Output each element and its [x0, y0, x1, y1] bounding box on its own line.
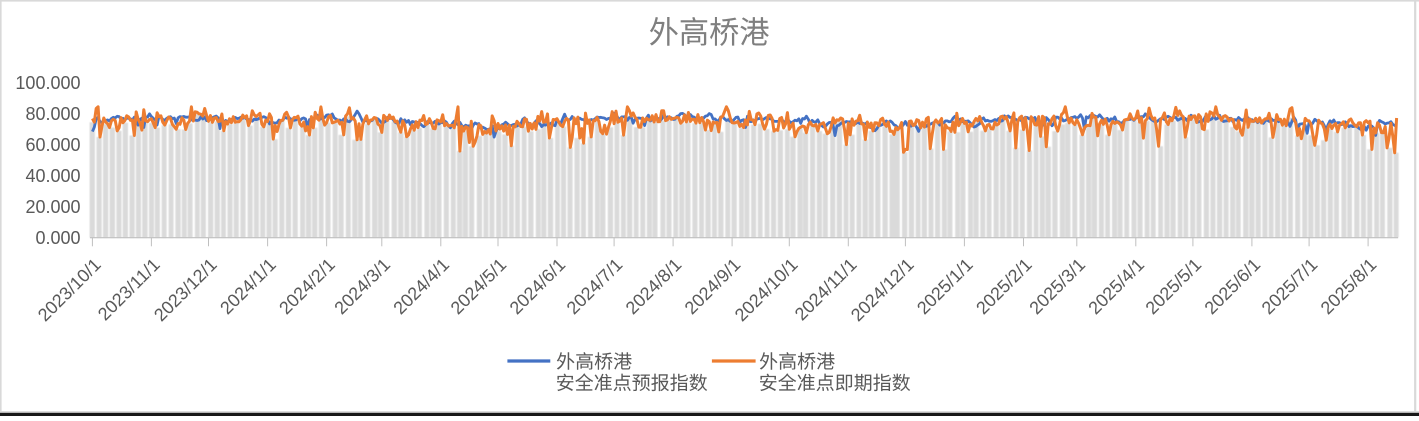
svg-text:100.000: 100.000: [15, 73, 80, 93]
svg-text:80.000: 80.000: [25, 104, 80, 124]
svg-text:20.000: 20.000: [25, 197, 80, 217]
svg-text:40.000: 40.000: [25, 166, 80, 186]
svg-text:0.000: 0.000: [35, 228, 80, 248]
svg-text:60.000: 60.000: [25, 135, 80, 155]
